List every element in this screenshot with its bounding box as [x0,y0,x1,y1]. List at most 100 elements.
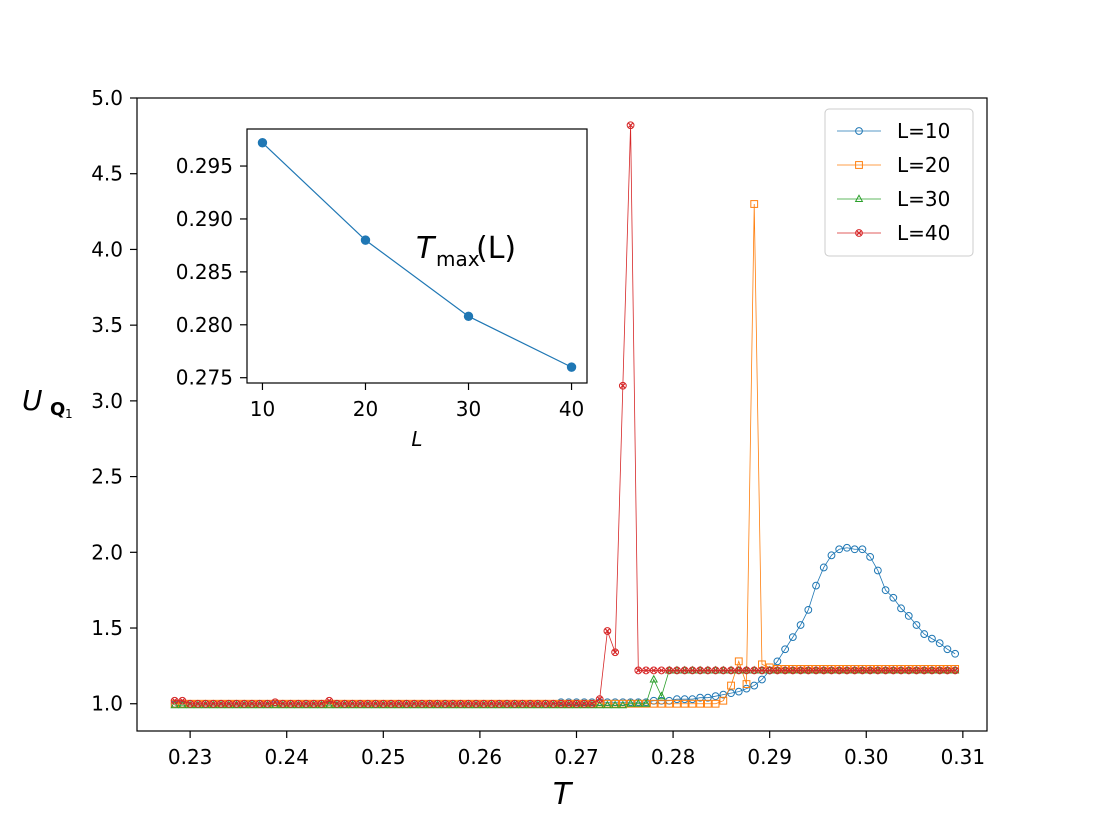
data-point [711,699,720,708]
data-point [819,665,829,674]
data-point [812,581,820,590]
legend-item: L=40 [837,221,950,245]
inset-series-group [257,138,577,372]
data-point [788,633,797,642]
data-point [858,666,867,675]
data-point [834,665,844,674]
inset-x-ticks: 10 20 30 40 [250,383,584,421]
data-point [533,699,542,708]
data-point [850,665,859,674]
data-point [904,612,913,620]
data-point [518,699,527,708]
data-point [672,665,682,674]
data-point [703,699,712,708]
main-x-tick-label: 0.25 [361,745,406,769]
inset-x-tick-label: 20 [353,397,378,421]
data-point [843,543,851,552]
data-point [649,699,658,708]
data-point [742,680,751,688]
data-point [943,665,952,674]
legend-label: L=40 [897,221,950,245]
data-point [402,699,411,708]
data-point [873,665,883,674]
data-point [935,666,944,675]
data-point [618,381,627,390]
data-point [703,666,712,675]
data-point [796,665,805,674]
data-point [920,666,929,675]
data-point [657,699,666,708]
data-point [193,699,202,708]
data-point [324,700,334,709]
data-point [641,698,651,707]
data-point [634,698,643,707]
legend-items: L=10 L=20 L=30 L=40 [837,119,950,245]
legend-label: L=30 [897,187,950,211]
data-point [897,666,905,675]
data-point [881,665,890,674]
legend-item: L=20 [837,153,950,177]
data-point [595,700,604,709]
data-point [812,666,820,675]
data-point [217,699,225,708]
data-point [889,666,898,675]
data-point [240,699,249,708]
inset-annotation-base: T [416,231,437,266]
main-x-tick-label: 0.28 [651,745,696,769]
data-point [588,699,596,708]
data-point [719,665,728,674]
data-point [788,666,797,675]
data-point [418,699,426,708]
data-point [711,692,720,701]
data-point [866,552,875,561]
inset-y-tick-label: 0.275 [176,366,233,390]
inset-data-point [566,362,577,372]
data-point [580,699,589,708]
data-point [703,693,712,702]
data-point [263,699,272,708]
main-x-tick-label: 0.24 [264,745,309,769]
data-point [835,545,844,554]
data-point [819,666,828,675]
legend-label: L=20 [897,153,950,177]
data-point [603,699,612,708]
data-point [951,666,960,675]
data-point [904,666,913,675]
data-point [919,665,929,674]
data-point [927,665,937,674]
data-point [526,699,535,708]
main-x-tick-label: 0.29 [747,745,792,769]
data-point [804,665,813,674]
legend-marker [855,229,863,237]
data-point [688,666,697,675]
data-point [448,699,457,708]
data-point [680,695,689,704]
data-point [928,666,936,675]
main-y-axis-label-subsub: 1 [65,407,73,421]
data-point [804,605,813,614]
legend-marker [855,127,863,135]
data-point [634,666,643,675]
data-point [642,666,650,675]
data-point [356,699,365,708]
data-point [224,699,233,708]
data-point [178,700,187,709]
data-point [827,666,836,675]
main-x-axis-label: T [553,777,574,812]
data-point [510,699,519,708]
inset-y-tick-label: 0.285 [176,260,233,284]
main-y-tick-label: 5.0 [91,86,123,110]
data-point [850,666,859,675]
inset-annotation-arg: (L) [476,231,516,266]
main-y-ticks: 1.0 1.5 2.0 2.5 3.0 3.5 4.0 4.5 5.0 [91,86,137,716]
data-point [734,666,743,675]
main-x-ticks: 0.23 0.24 0.25 0.26 0.27 0.28 0.29 0.30 0.31 [168,731,985,769]
data-point [433,699,442,708]
data-point [673,666,681,675]
main-y-tick-label: 2.5 [91,465,123,489]
data-point [610,700,620,709]
data-point [387,699,395,708]
data-point [479,699,488,708]
inset-series [257,138,577,372]
